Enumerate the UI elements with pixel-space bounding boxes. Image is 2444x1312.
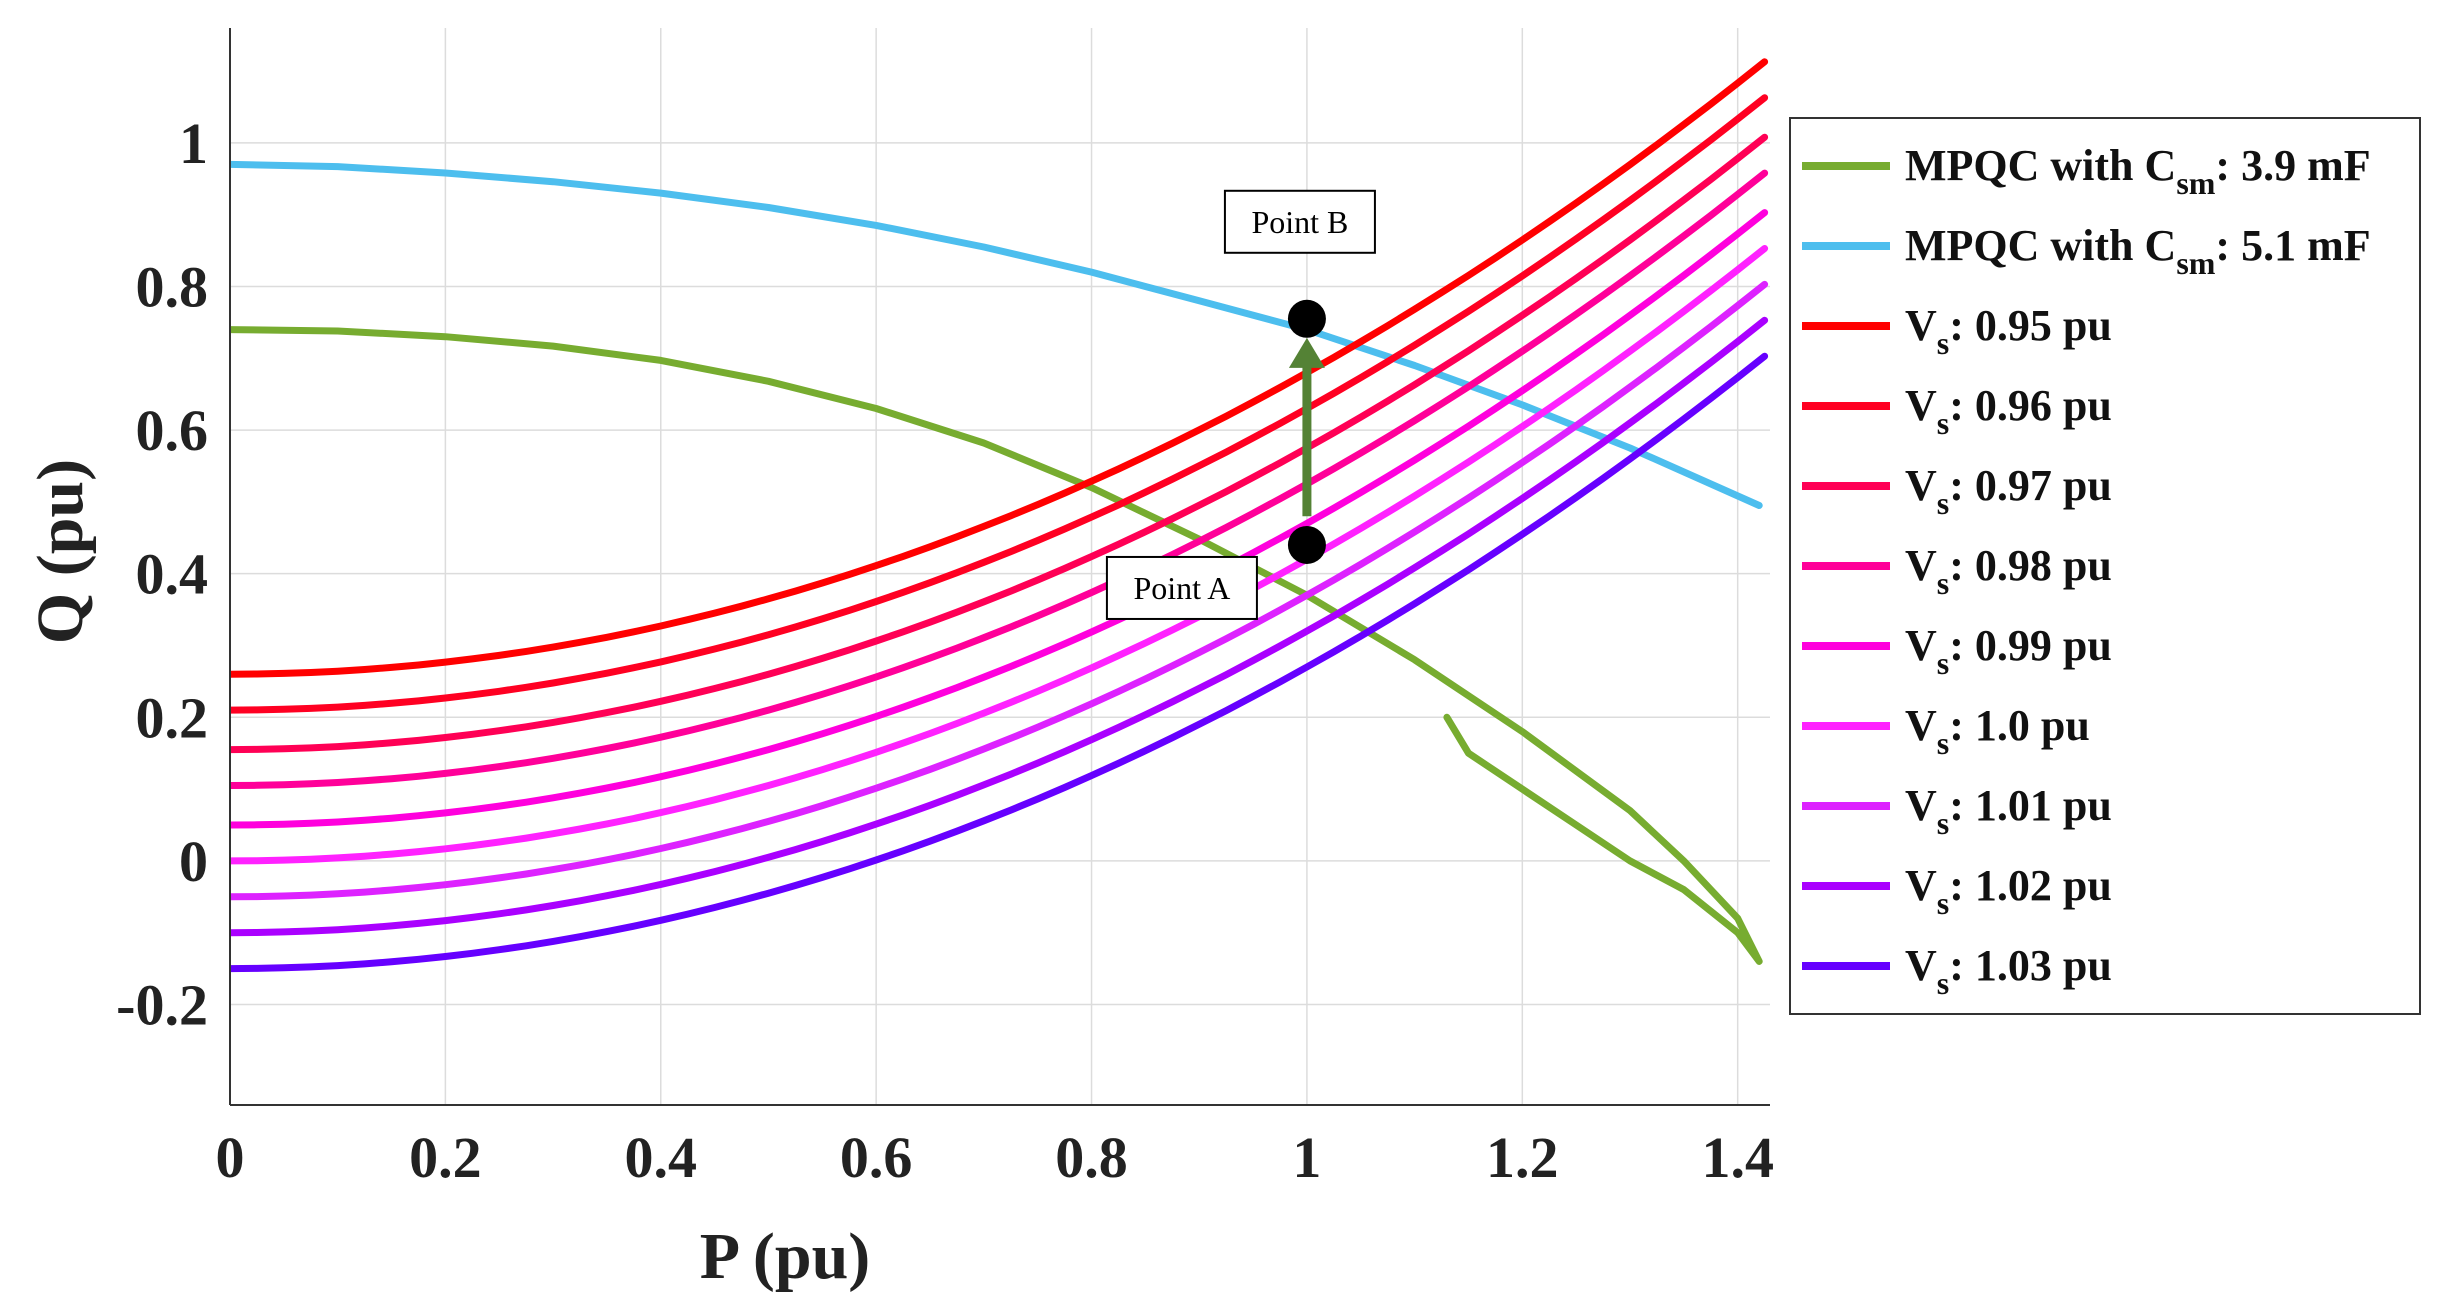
legend-entry-subscript: s [1937, 645, 1949, 681]
y-tick-label: 0.2 [136, 685, 209, 750]
x-tick-label: 1 [1292, 1125, 1321, 1190]
y-axis-label: Q (pu) [24, 459, 97, 644]
legend-entry-main: V [1905, 461, 1937, 510]
legend-entry-main: V [1905, 621, 1937, 670]
legend-entry-subscript: s [1937, 325, 1949, 361]
legend-entry-subscript: s [1937, 965, 1949, 1001]
legend-entry-subscript: s [1937, 805, 1949, 841]
series-line-6 [230, 209, 1769, 829]
legend-entry: Vs: 0.98 pu [1905, 541, 2112, 601]
annotations: Point A Point B [1105, 189, 1376, 620]
legend-entry-tail: : 1.01 pu [1949, 781, 2112, 830]
series-line-10 [230, 352, 1769, 973]
legend-entry-subscript: sm [2176, 245, 2215, 281]
legend-entry-tail: : 0.98 pu [1949, 541, 2112, 590]
legend-entry-tail: : 3.9 mF [2215, 141, 2370, 190]
y-tick-label: 0.6 [136, 398, 209, 463]
y-tick-label: 0.8 [136, 254, 209, 319]
y-tick-label: -0.2 [116, 972, 208, 1037]
x-tick-label: 0.6 [840, 1125, 913, 1190]
point-label: Point B [1251, 204, 1348, 240]
legend-entry-subscript: s [1937, 485, 1949, 521]
x-tick-labels: 0 0.2 0.4 0.6 0.8 1 1.2 1.4 [216, 1125, 1774, 1190]
series-line-5 [230, 169, 1769, 789]
legend-entry: Vs: 0.99 pu [1905, 621, 2112, 681]
legend-entry-tail: : 0.99 pu [1949, 621, 2112, 670]
legend-entry-tail: : 1.03 pu [1949, 941, 2112, 990]
legend-entry-main: V [1905, 941, 1937, 990]
point-label-box [1223, 189, 1376, 254]
x-tick-label: 0.8 [1055, 1125, 1128, 1190]
grid-lines [229, 28, 1770, 1105]
legend-entry: Vs: 0.95 pu [1905, 301, 2112, 361]
y-tick-label: 0 [179, 829, 208, 894]
x-tick-label: 1.2 [1486, 1125, 1559, 1190]
legend-entry: Vs: 0.96 pu [1905, 381, 2112, 441]
x-axis-label: P (pu) [700, 1220, 871, 1293]
legend-entry-main: MPQC with C [1905, 221, 2176, 270]
legend-entry-main: V [1905, 861, 1937, 910]
plot-frame [230, 28, 1770, 1105]
legend-entry: Vs: 0.97 pu [1905, 461, 2112, 521]
x-tick-label: 0 [216, 1125, 245, 1190]
series-line-1 [230, 160, 1763, 509]
series-line-3 [230, 94, 1769, 714]
legend-entry-subscript: s [1937, 885, 1949, 921]
legend-entry-main: V [1905, 381, 1937, 430]
x-tick-label: 1.4 [1701, 1125, 1774, 1190]
legend-entry-main: V [1905, 781, 1937, 830]
legend-entry-main: V [1905, 541, 1937, 590]
legend-entry-subscript: s [1937, 725, 1949, 761]
y-tick-label: 0.4 [136, 542, 209, 607]
legend-entry: MPQC with Csm: 5.1 mF [1905, 221, 2371, 281]
x-tick-label: 0.2 [409, 1125, 482, 1190]
legend-entry: MPQC with Csm: 3.9 mF [1905, 141, 2371, 201]
series-line-8 [230, 280, 1769, 901]
legend-entry: Vs: 1.0 pu [1905, 701, 2090, 761]
legend-entry-main: V [1905, 701, 1937, 750]
legend-entry: Vs: 1.03 pu [1905, 941, 2112, 1001]
legend-entry-main: V [1905, 301, 1937, 350]
data-series [230, 58, 1769, 973]
point-marker [1287, 525, 1326, 564]
x-tick-label: 0.4 [625, 1125, 698, 1190]
legend-entry-subscript: s [1937, 405, 1949, 441]
legend-entry: Vs: 1.02 pu [1905, 861, 2112, 921]
legend-entry-subscript: s [1937, 565, 1949, 601]
arrow-head [1288, 337, 1325, 368]
y-tick-labels: -0.2 0 0.2 0.4 0.6 0.8 1 [116, 111, 208, 1038]
legend-box [1789, 117, 2421, 1015]
legend-entry-tail: : 0.97 pu [1949, 461, 2112, 510]
point-label-box [1105, 555, 1258, 620]
series-line-7 [230, 245, 1769, 865]
legend-entry-tail: : 1.0 pu [1949, 701, 2090, 750]
legend-entry-tail: : 0.95 pu [1949, 301, 2112, 350]
legend-entry-tail: : 0.96 pu [1949, 381, 2112, 430]
legend-entry-tail: : 1.02 pu [1949, 861, 2112, 910]
series-line-0 [230, 326, 1763, 965]
point-marker [1287, 299, 1326, 338]
legend-entry-subscript: sm [2176, 165, 2215, 201]
legend-entry-tail: : 5.1 mF [2215, 221, 2370, 270]
series-line-9 [230, 316, 1769, 937]
y-tick-label: 1 [179, 111, 208, 176]
series-line-4 [230, 133, 1769, 754]
point-label: Point A [1133, 570, 1230, 606]
legend-entry: Vs: 1.01 pu [1905, 781, 2112, 841]
series-line-2 [230, 58, 1769, 678]
legend-entry-main: MPQC with C [1905, 141, 2176, 190]
